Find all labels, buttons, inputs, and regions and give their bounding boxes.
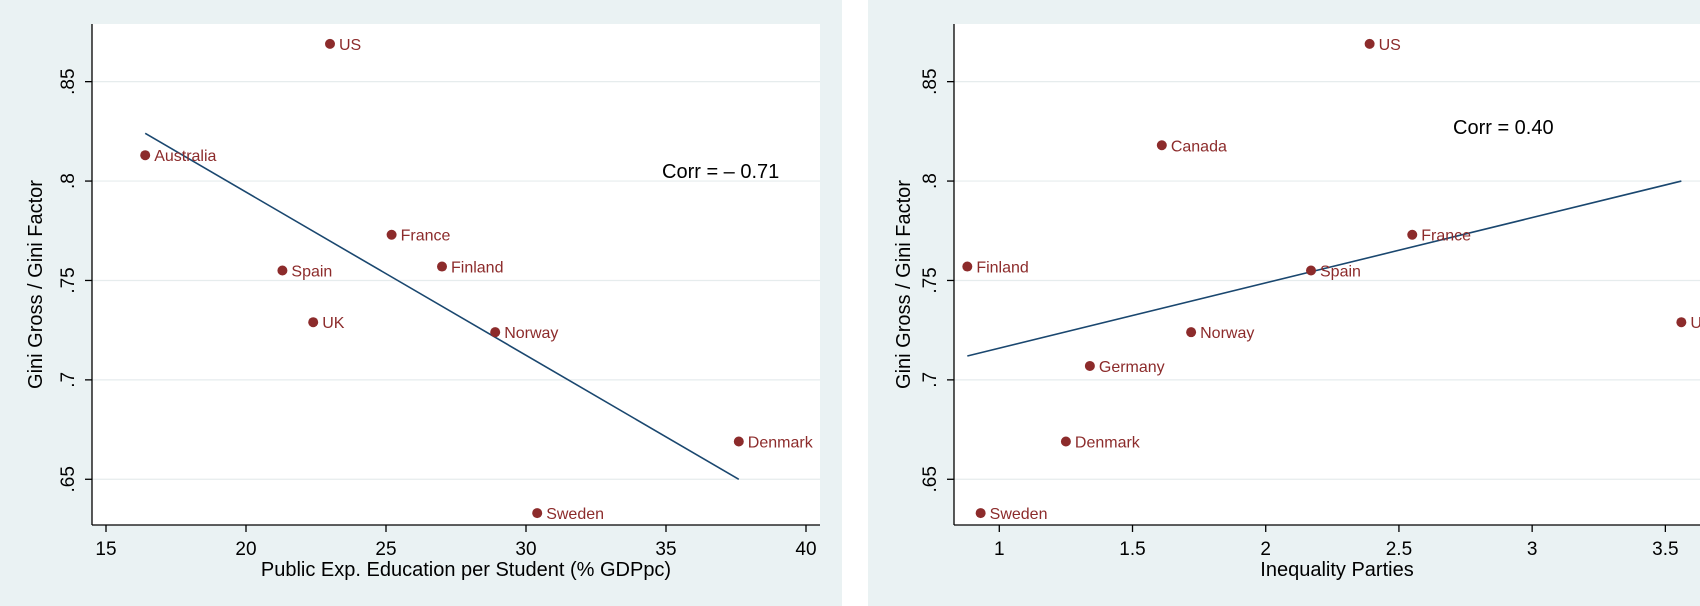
point-label-sweden: Sweden bbox=[990, 506, 1048, 523]
x-tick-label: 2 bbox=[1260, 539, 1271, 560]
x-axis-title: Public Exp. Education per Student (% GDP… bbox=[261, 559, 671, 581]
fit-line bbox=[967, 180, 1682, 357]
data-point-spain bbox=[277, 265, 288, 276]
correlation-annotation: Corr = – 0.71 bbox=[662, 161, 779, 183]
x-tick-label: 2.5 bbox=[1386, 539, 1412, 560]
data-point-france bbox=[386, 229, 397, 240]
point-label-finland: Finland bbox=[976, 260, 1028, 277]
y-tick-label: .65 bbox=[58, 466, 79, 492]
x-tick-label: 30 bbox=[515, 539, 536, 560]
fit-line bbox=[144, 132, 740, 480]
y-tick-label: .7 bbox=[920, 372, 941, 388]
point-label-finland: Finland bbox=[451, 260, 503, 277]
data-point-france bbox=[1407, 229, 1418, 240]
scatter-chart-left: .65 .7 .75 .8 .85 15 20 25 30 35 40 Gini Gross / Gi… bbox=[25, 24, 820, 581]
point-label-us: US bbox=[339, 37, 361, 54]
y-tick-label: .8 bbox=[58, 173, 79, 189]
point-label-sweden: Sweden bbox=[546, 506, 604, 523]
point-label-france: France bbox=[1421, 228, 1471, 245]
x-axis-title: Inequality Parties bbox=[1260, 559, 1413, 581]
x-tick-label: 1.5 bbox=[1119, 539, 1145, 560]
data-point-sweden bbox=[532, 508, 543, 519]
y-tick-label: .65 bbox=[920, 466, 941, 492]
x-tick-label: 20 bbox=[235, 539, 256, 560]
data-point-australia bbox=[140, 150, 151, 161]
chart-panel-right: .65 .7 .75 .8 .85 1 1.5 2 2.5 3 3.5 Gini Gross / Gi… bbox=[868, 0, 1700, 606]
point-label-denmark: Denmark bbox=[748, 435, 814, 452]
y-tick-label: .7 bbox=[58, 372, 79, 388]
point-label-australia: Australia bbox=[154, 148, 216, 165]
data-point-norway bbox=[1186, 327, 1197, 338]
data-point-finland bbox=[437, 261, 447, 272]
x-tick-label: 40 bbox=[795, 539, 816, 560]
point-label-norway: Norway bbox=[504, 325, 558, 342]
x-tick-label: 3.5 bbox=[1652, 539, 1678, 560]
data-point-norway bbox=[490, 327, 501, 338]
y-tick-label: .75 bbox=[58, 267, 79, 293]
x-tick-label: 15 bbox=[95, 539, 116, 560]
y-tick-label: .85 bbox=[58, 68, 79, 94]
data-point-us bbox=[1364, 38, 1375, 49]
point-label-spain: Spain bbox=[1320, 264, 1361, 281]
data-point-uk bbox=[308, 317, 319, 328]
correlation-annotation: Corr = 0.40 bbox=[1453, 117, 1554, 139]
y-tick-label: .8 bbox=[920, 173, 941, 189]
data-point-germany bbox=[1084, 360, 1095, 371]
scatter-chart-right: .65 .7 .75 .8 .85 1 1.5 2 2.5 3 3.5 Gini Gross / Gi… bbox=[893, 24, 1700, 581]
x-tick-label: 1 bbox=[994, 539, 1005, 560]
y-axis-title: Gini Gross / Gini Factor bbox=[25, 180, 47, 389]
data-point-us bbox=[325, 38, 335, 49]
data-point-uk bbox=[1676, 317, 1687, 328]
x-tick-label: 25 bbox=[375, 539, 396, 560]
point-label-norway: Norway bbox=[1200, 325, 1254, 342]
point-label-france: France bbox=[401, 228, 451, 245]
point-label-denmark: Denmark bbox=[1075, 435, 1141, 452]
data-point-finland bbox=[962, 261, 973, 272]
point-label-uk: UK bbox=[1690, 315, 1700, 332]
y-tick-label: .75 bbox=[920, 267, 941, 293]
data-point-denmark bbox=[1060, 436, 1071, 447]
y-tick-label: .85 bbox=[920, 68, 941, 94]
point-label-canada: Canada bbox=[1171, 138, 1227, 155]
plot-area bbox=[954, 24, 1700, 525]
x-tick-label: 3 bbox=[1527, 539, 1538, 560]
point-label-uk: UK bbox=[322, 315, 345, 332]
point-label-germany: Germany bbox=[1099, 359, 1165, 376]
x-tick-label: 35 bbox=[655, 539, 676, 560]
point-label-spain: Spain bbox=[291, 264, 332, 281]
data-point-denmark bbox=[733, 436, 744, 447]
data-point-canada bbox=[1156, 140, 1167, 151]
point-label-us: US bbox=[1379, 37, 1401, 54]
chart-panel-left: .65 .7 .75 .8 .85 15 20 25 30 35 40 Gini Gross / Gi… bbox=[0, 0, 842, 606]
plot-area bbox=[92, 24, 820, 525]
y-axis-title: Gini Gross / Gini Factor bbox=[893, 180, 915, 389]
data-point-sweden bbox=[975, 508, 986, 519]
data-point-spain bbox=[1306, 265, 1317, 276]
